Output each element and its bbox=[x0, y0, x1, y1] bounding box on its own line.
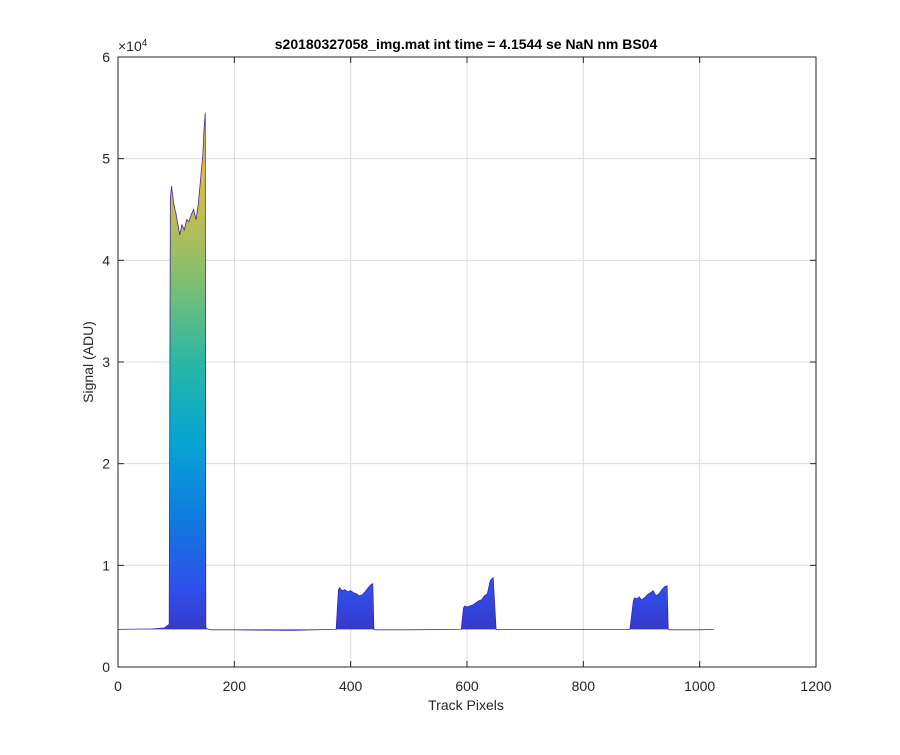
y-tick-label: 4 bbox=[102, 252, 110, 268]
y-tick-label: 3 bbox=[102, 354, 110, 370]
chart-title: s20180327058_img.mat int time = 4.1544 s… bbox=[275, 36, 658, 52]
x-tick-label: 200 bbox=[223, 678, 247, 694]
x-tick-label: 400 bbox=[339, 678, 363, 694]
y-tick-label: 2 bbox=[102, 456, 110, 472]
series-layer bbox=[118, 112, 714, 631]
x-tick-label: 1200 bbox=[800, 678, 831, 694]
x-tick-label: 600 bbox=[455, 678, 479, 694]
axis-ticks bbox=[117, 56, 817, 668]
x-tick-label: 800 bbox=[572, 678, 596, 694]
y-tick-label: 5 bbox=[102, 151, 110, 167]
series-line bbox=[118, 112, 714, 631]
tick-labels: 0 200 400 600 800 1000 1200 0 1 2 3 4 5 6 bbox=[102, 49, 832, 694]
y-tick-label: 0 bbox=[102, 659, 110, 675]
x-tick-label: 0 bbox=[114, 678, 122, 694]
y-tick-label: 1 bbox=[102, 557, 110, 573]
x-axis-label: Track Pixels bbox=[428, 697, 504, 713]
y-tick-label: 6 bbox=[102, 49, 110, 65]
y-axis-label: Signal (ADU) bbox=[80, 321, 96, 403]
grid-lines bbox=[118, 57, 816, 667]
series-area bbox=[118, 112, 714, 631]
x-tick-label: 1000 bbox=[684, 678, 715, 694]
y-exponent-label: ×104 bbox=[118, 38, 148, 54]
